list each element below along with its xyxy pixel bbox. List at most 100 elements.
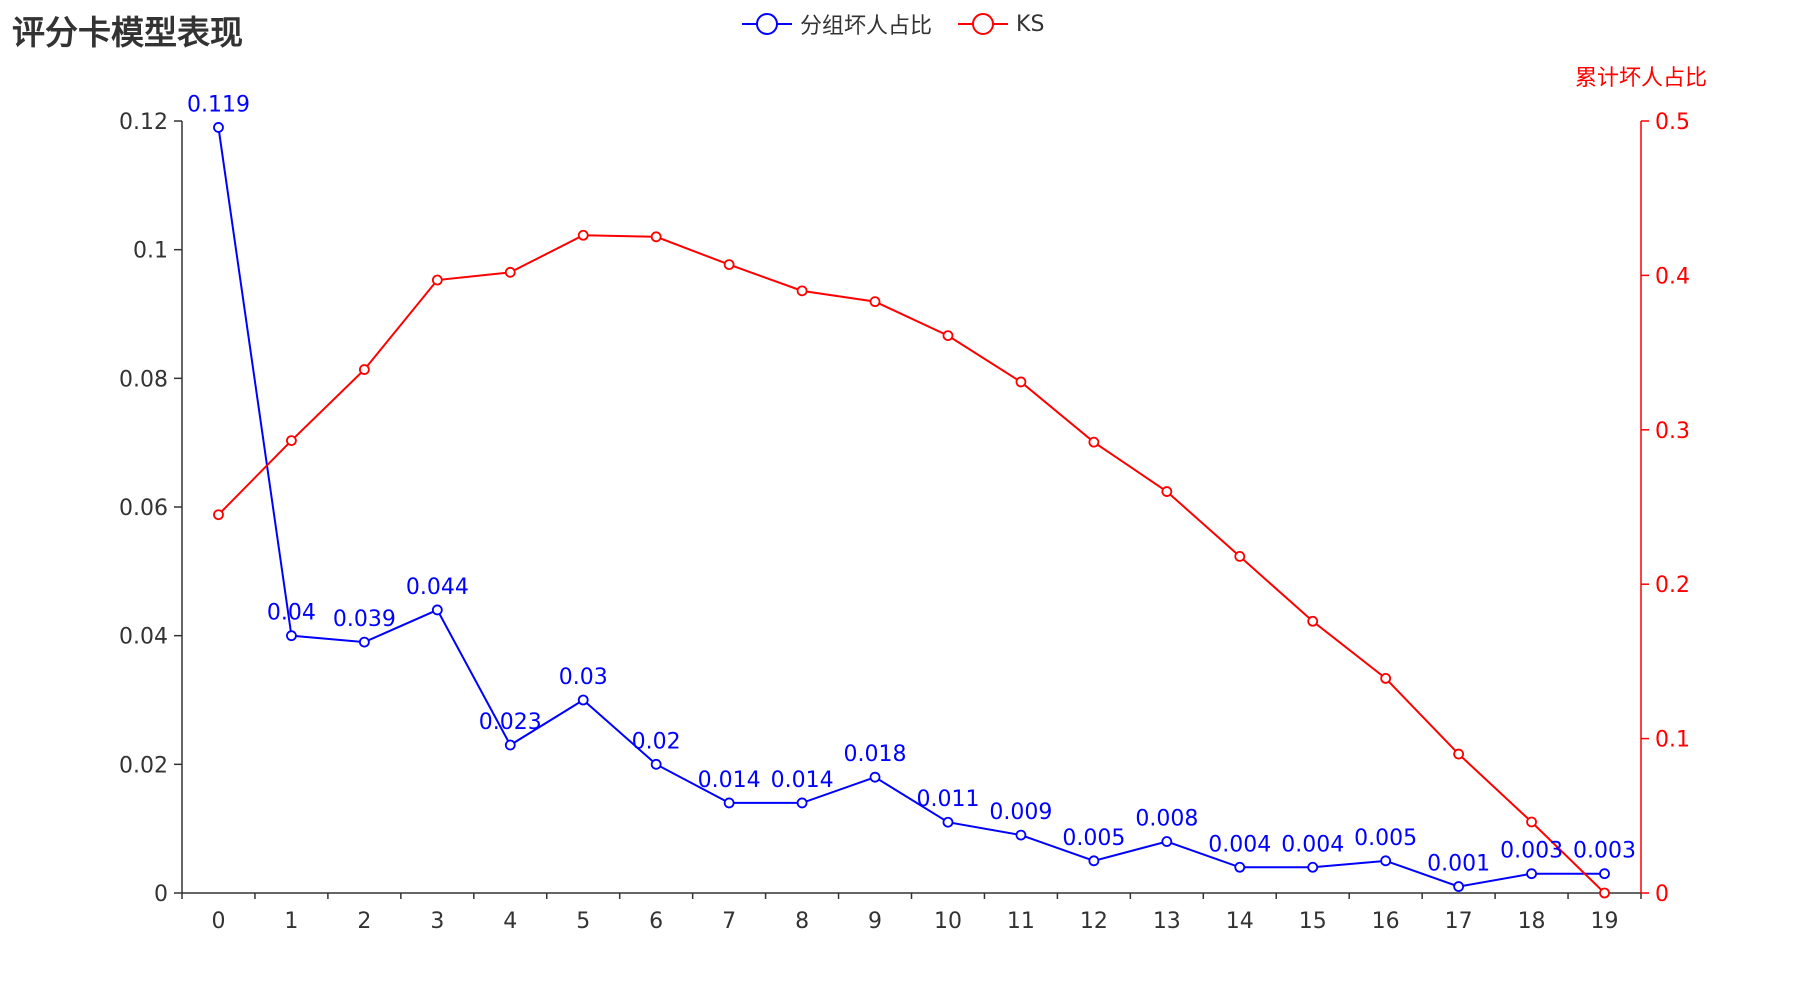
data-point-ks [504,266,516,278]
axes-layer: 0 1 2 3 4 5 6 7 8 9 10 11 12 13 14 15 16 17 18 1900.020.040… [119,66,1707,934]
data-point-group-bad-rate [1234,861,1246,873]
data-label-group-bad-rate: 0.03 [559,665,608,690]
series-line-group-bad-rate [217,127,1605,888]
data-point-group-bad-rate [1526,868,1537,880]
data-point-ks [1015,376,1027,388]
data-point-ks [1307,615,1319,627]
y-right-tick-label: 0.1 [1655,728,1690,753]
x-tick-label: 16 [1372,909,1400,934]
x-tick-label: 6 [649,909,663,934]
data-label-group-bad-rate: 0.04 [267,601,316,626]
data-label-group-bad-rate: 0.008 [1135,807,1198,832]
data-point-group-bad-rate [286,630,297,642]
legend-item-group-bad-rate[interactable]: 分组坏人占比 [740,8,932,40]
series-line-ks [217,234,1606,894]
y-right-axis-title: 累计坏人占比 [1575,66,1707,91]
x-tick-label: 18 [1518,909,1546,934]
data-point-group-bad-rate [1015,829,1027,841]
x-tick-label: 0 [211,909,225,934]
data-point-ks [869,296,881,308]
y-left-tick-label: 0 [154,882,168,907]
data-point-group-bad-rate [869,771,881,783]
data-point-ks [1599,887,1610,899]
data-point-ks [1526,816,1537,828]
data-point-group-bad-rate [1307,861,1319,873]
y-right-tick-label: 0 [1655,882,1669,907]
data-label-group-bad-rate: 0.003 [1500,839,1563,864]
x-tick-label: 17 [1445,909,1473,934]
data-point-group-bad-rate [1453,881,1465,892]
chart-title: 评分卡模型表现 [12,13,243,52]
x-tick-label: 15 [1299,909,1327,934]
data-point-ks [577,229,589,241]
y-left-tick-label: 0.1 [133,239,168,264]
legend-label-ks: KS [1016,11,1045,37]
data-label-group-bad-rate: 0.005 [1062,826,1125,851]
data-point-group-bad-rate [577,694,589,706]
x-tick-label: 4 [503,909,517,934]
y-left-tick-label: 0.08 [119,367,168,392]
data-label-group-bad-rate: 0.044 [406,575,469,600]
x-tick-label: 9 [868,909,882,934]
data-label-group-bad-rate: 0.009 [989,800,1052,825]
data-point-ks [796,285,808,297]
x-tick-label: 2 [357,909,371,934]
data-point-ks [431,274,443,286]
data-label-group-bad-rate: 0.023 [479,710,542,735]
data-point-group-bad-rate [1088,855,1100,867]
data-point-group-bad-rate [358,636,370,648]
legend-label-group-bad-rate: 分组坏人占比 [800,14,933,39]
y-left-tick-label: 0.02 [119,753,168,778]
y-right-tick-label: 0.3 [1655,419,1690,444]
y-left-tick-label: 0.06 [119,496,168,521]
data-label-group-bad-rate: 0.011 [916,787,979,812]
data-point-ks [723,259,735,270]
data-label-group-bad-rate: 0.001 [1427,852,1490,877]
data-point-group-bad-rate [1380,855,1392,867]
data-point-group-bad-rate [650,758,662,770]
y-left-tick-label: 0.12 [119,110,168,135]
x-tick-label: 12 [1080,909,1108,934]
data-point-group-bad-rate [431,604,443,616]
data-point-ks [1161,486,1173,497]
x-tick-label: 13 [1153,909,1181,934]
x-tick-label: 11 [1007,909,1035,934]
data-label-group-bad-rate: 0.119 [187,92,250,117]
data-label-group-bad-rate: 0.004 [1281,832,1344,857]
legend-item-ks[interactable]: KS [956,11,1044,37]
x-tick-label: 19 [1591,909,1619,934]
x-tick-label: 14 [1226,909,1254,934]
legend-swatch-blue-icon [742,13,792,35]
data-point-ks [942,330,954,342]
x-tick-label: 1 [284,909,298,934]
x-tick-label: 10 [934,909,962,934]
y-left-tick-label: 0.04 [119,625,168,650]
data-label-group-bad-rate: 0.014 [771,768,834,793]
x-tick-label: 8 [795,909,809,934]
data-point-group-bad-rate [796,797,808,809]
data-point-group-bad-rate [1599,868,1610,880]
data-label-group-bad-rate: 0.005 [1354,826,1417,851]
data-point-group-bad-rate [942,816,954,828]
data-point-ks [213,509,224,521]
x-tick-label: 3 [430,909,444,934]
data-label-group-bad-rate: 0.014 [698,768,761,793]
data-point-group-bad-rate [504,739,516,751]
y-right-tick-label: 0.2 [1655,573,1690,598]
data-point-ks [650,231,662,243]
y-right-tick-label: 0.5 [1655,110,1690,135]
data-label-group-bad-rate: 0.004 [1208,832,1271,857]
data-point-group-bad-rate [1161,836,1173,847]
x-tick-label: 7 [722,909,736,934]
data-point-ks [1234,551,1246,562]
data-point-group-bad-rate [213,122,224,133]
data-label-group-bad-rate: 0.018 [844,742,907,767]
data-label-group-bad-rate: 0.003 [1573,839,1636,864]
y-right-tick-label: 0.4 [1655,264,1690,289]
data-point-ks [1088,436,1100,448]
labels-layer: 0.119 0.04 0.039 0.044 0.023 0.03 0.02 0.014 0.0… [187,92,1636,876]
data-point-ks [1453,748,1465,760]
series-layer [213,122,1610,899]
data-point-ks [1380,672,1392,684]
